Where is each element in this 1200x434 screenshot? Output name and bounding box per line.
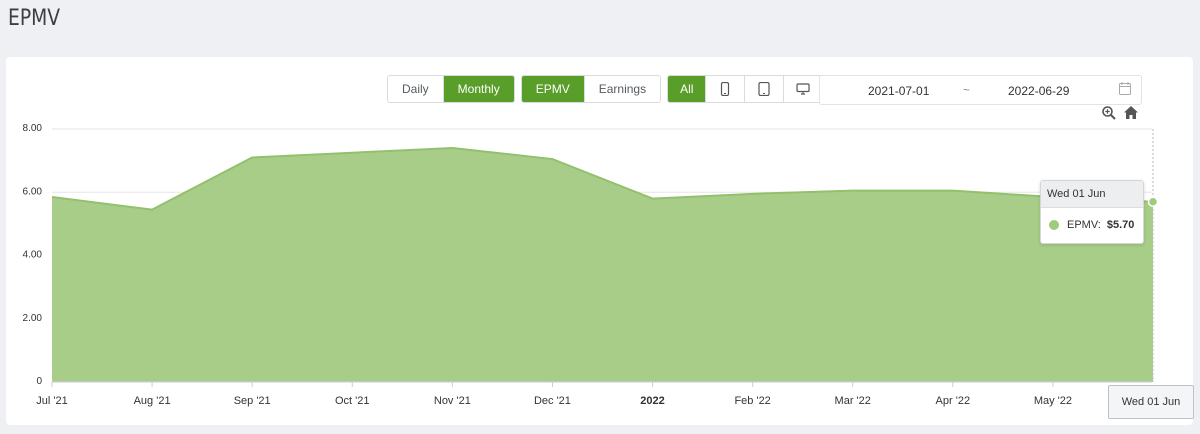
y-tick-label: 2.00 [23, 313, 43, 324]
x-tick-label: Feb '22 [734, 395, 770, 407]
earnings-button[interactable]: Earnings [598, 82, 647, 96]
date-start[interactable]: 2021-07-01 [868, 84, 930, 98]
x-tick-label: 2022 [640, 395, 664, 407]
date-end[interactable]: 2022-06-29 [1008, 84, 1070, 98]
tooltip-date: Wed 01 Jun [1041, 181, 1143, 208]
x-tick-label: Jul '21 [36, 395, 67, 407]
desktop-button[interactable] [784, 76, 822, 102]
period-toggle: Daily Monthly [387, 75, 515, 103]
series-line [51, 146, 1154, 211]
chart-toolbar: Daily Monthly EPMV Earnings All [387, 75, 829, 103]
x-tick-label: Nov '21 [434, 395, 471, 407]
tablet-button[interactable] [745, 76, 785, 102]
series-marker [1049, 220, 1059, 230]
tablet-icon [758, 82, 771, 96]
desktop-icon [796, 83, 811, 95]
x-tick-label: Mar '22 [835, 395, 871, 407]
y-tick-label: 4.00 [23, 250, 43, 261]
tooltip-series-label: EPMV: [1067, 219, 1101, 231]
home-icon[interactable] [1124, 106, 1138, 119]
metric-toggle: EPMV Earnings [520, 75, 662, 103]
epmv-button[interactable]: EPMV [521, 76, 585, 102]
mobile-button[interactable] [706, 76, 746, 102]
mobile-icon [721, 82, 730, 96]
x-tick-label: Aug '21 [134, 395, 171, 407]
all-devices-button[interactable]: All [668, 76, 707, 102]
x-tick-label: Oct '21 [335, 395, 370, 407]
x-tick-label: May '22 [1034, 395, 1072, 407]
chart-tooltip: Wed 01 Jun EPMV: $5.70 [1040, 180, 1144, 244]
date-separator: ~ [963, 83, 971, 97]
zoom-in-icon[interactable] [1102, 106, 1116, 120]
calendar-icon[interactable] [1119, 82, 1131, 95]
crosshair-label: Wed 01 Jun [1108, 385, 1194, 419]
daily-button[interactable]: Daily [388, 76, 444, 102]
y-tick-label: 8.00 [23, 123, 43, 134]
y-tick-label: 0 [36, 376, 42, 387]
device-toggle: All [667, 75, 824, 103]
date-range-picker[interactable]: 2021-07-01 ~ 2022-06-29 [819, 75, 1142, 105]
tooltip-row: EPMV: $5.70 [1049, 219, 1134, 231]
monthly-button[interactable]: Monthly [443, 76, 514, 102]
x-tick-label: Apr '22 [936, 395, 971, 407]
page-title: EPMV [8, 6, 61, 31]
hover-point [1147, 196, 1159, 207]
tooltip-value: $5.70 [1106, 219, 1135, 231]
y-tick-label: 6.00 [23, 186, 43, 197]
x-tick-label: Sep '21 [234, 395, 271, 407]
x-tick-label: Dec '21 [534, 395, 571, 407]
area-fill [52, 147, 1153, 382]
